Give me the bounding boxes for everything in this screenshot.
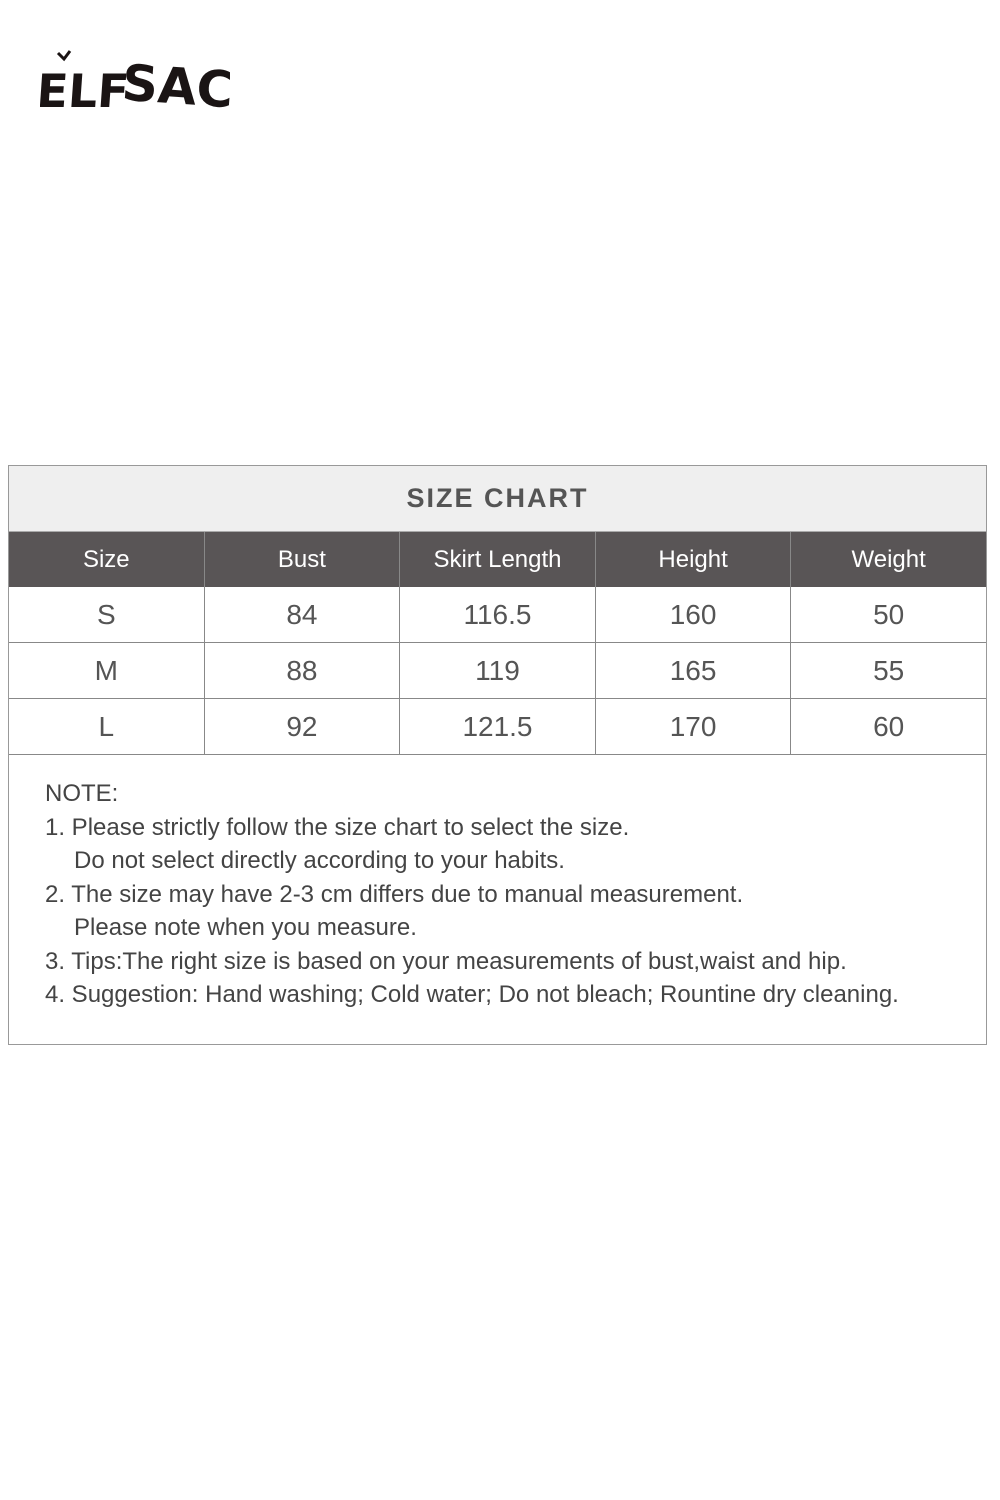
size-chart-title: SIZE CHART	[9, 466, 986, 532]
column-header-bust: Bust	[205, 532, 401, 587]
table-cell: 116.5	[400, 587, 596, 642]
table-cell: 160	[596, 587, 792, 642]
note-line: Do not select directly according to your…	[74, 847, 565, 874]
note-line: 2. The size may have 2-3 cm differs due …	[45, 880, 744, 908]
table-cell: 119	[400, 643, 596, 698]
table-cell: 92	[205, 699, 401, 754]
note-line: 1. Please strictly follow the size chart…	[45, 813, 630, 841]
note-line: 4. Suggestion: Hand washing; Cold water;…	[45, 981, 899, 1008]
svg-text:ELF: ELF	[40, 64, 131, 115]
svg-text:SACK: SACK	[120, 54, 230, 115]
column-header-skirt-length: Skirt Length	[400, 532, 596, 587]
notes-heading: NOTE:	[45, 780, 119, 807]
column-header-height: Height	[596, 532, 792, 587]
table-row: L 92 121.5 170 60	[9, 699, 986, 755]
table-cell: 60	[873, 710, 905, 742]
brand-logo: ELF SACK	[40, 50, 230, 115]
table-cell: S	[9, 587, 205, 642]
note-line: Please note when you measure.	[74, 914, 417, 941]
table-cell: 165	[596, 643, 792, 698]
notes-section: NOTE: 1. Please strictly follow the size…	[9, 755, 986, 1045]
table-cell: 84	[205, 587, 401, 642]
table-cell: L	[9, 699, 205, 754]
table-cell: 170	[596, 699, 792, 754]
table-cell: 50	[873, 598, 905, 630]
table-row: M 88 119 165 55	[9, 643, 986, 699]
size-chart: SIZE CHART Size Bust Skirt Length Height…	[8, 465, 987, 1045]
column-header-size: Size	[9, 532, 205, 587]
table-cell: 55	[873, 654, 905, 686]
table-cell: 88	[205, 643, 401, 698]
column-header-weight: Weight	[851, 545, 926, 573]
table-cell: M	[9, 643, 205, 698]
note-line: 3. Tips:The right size is based on your …	[45, 947, 847, 975]
table-cell: 121.5	[400, 699, 596, 754]
table-row: S 84 116.5 160 50	[9, 587, 986, 643]
table-header: Size Bust Skirt Length Height Weight	[9, 532, 986, 587]
